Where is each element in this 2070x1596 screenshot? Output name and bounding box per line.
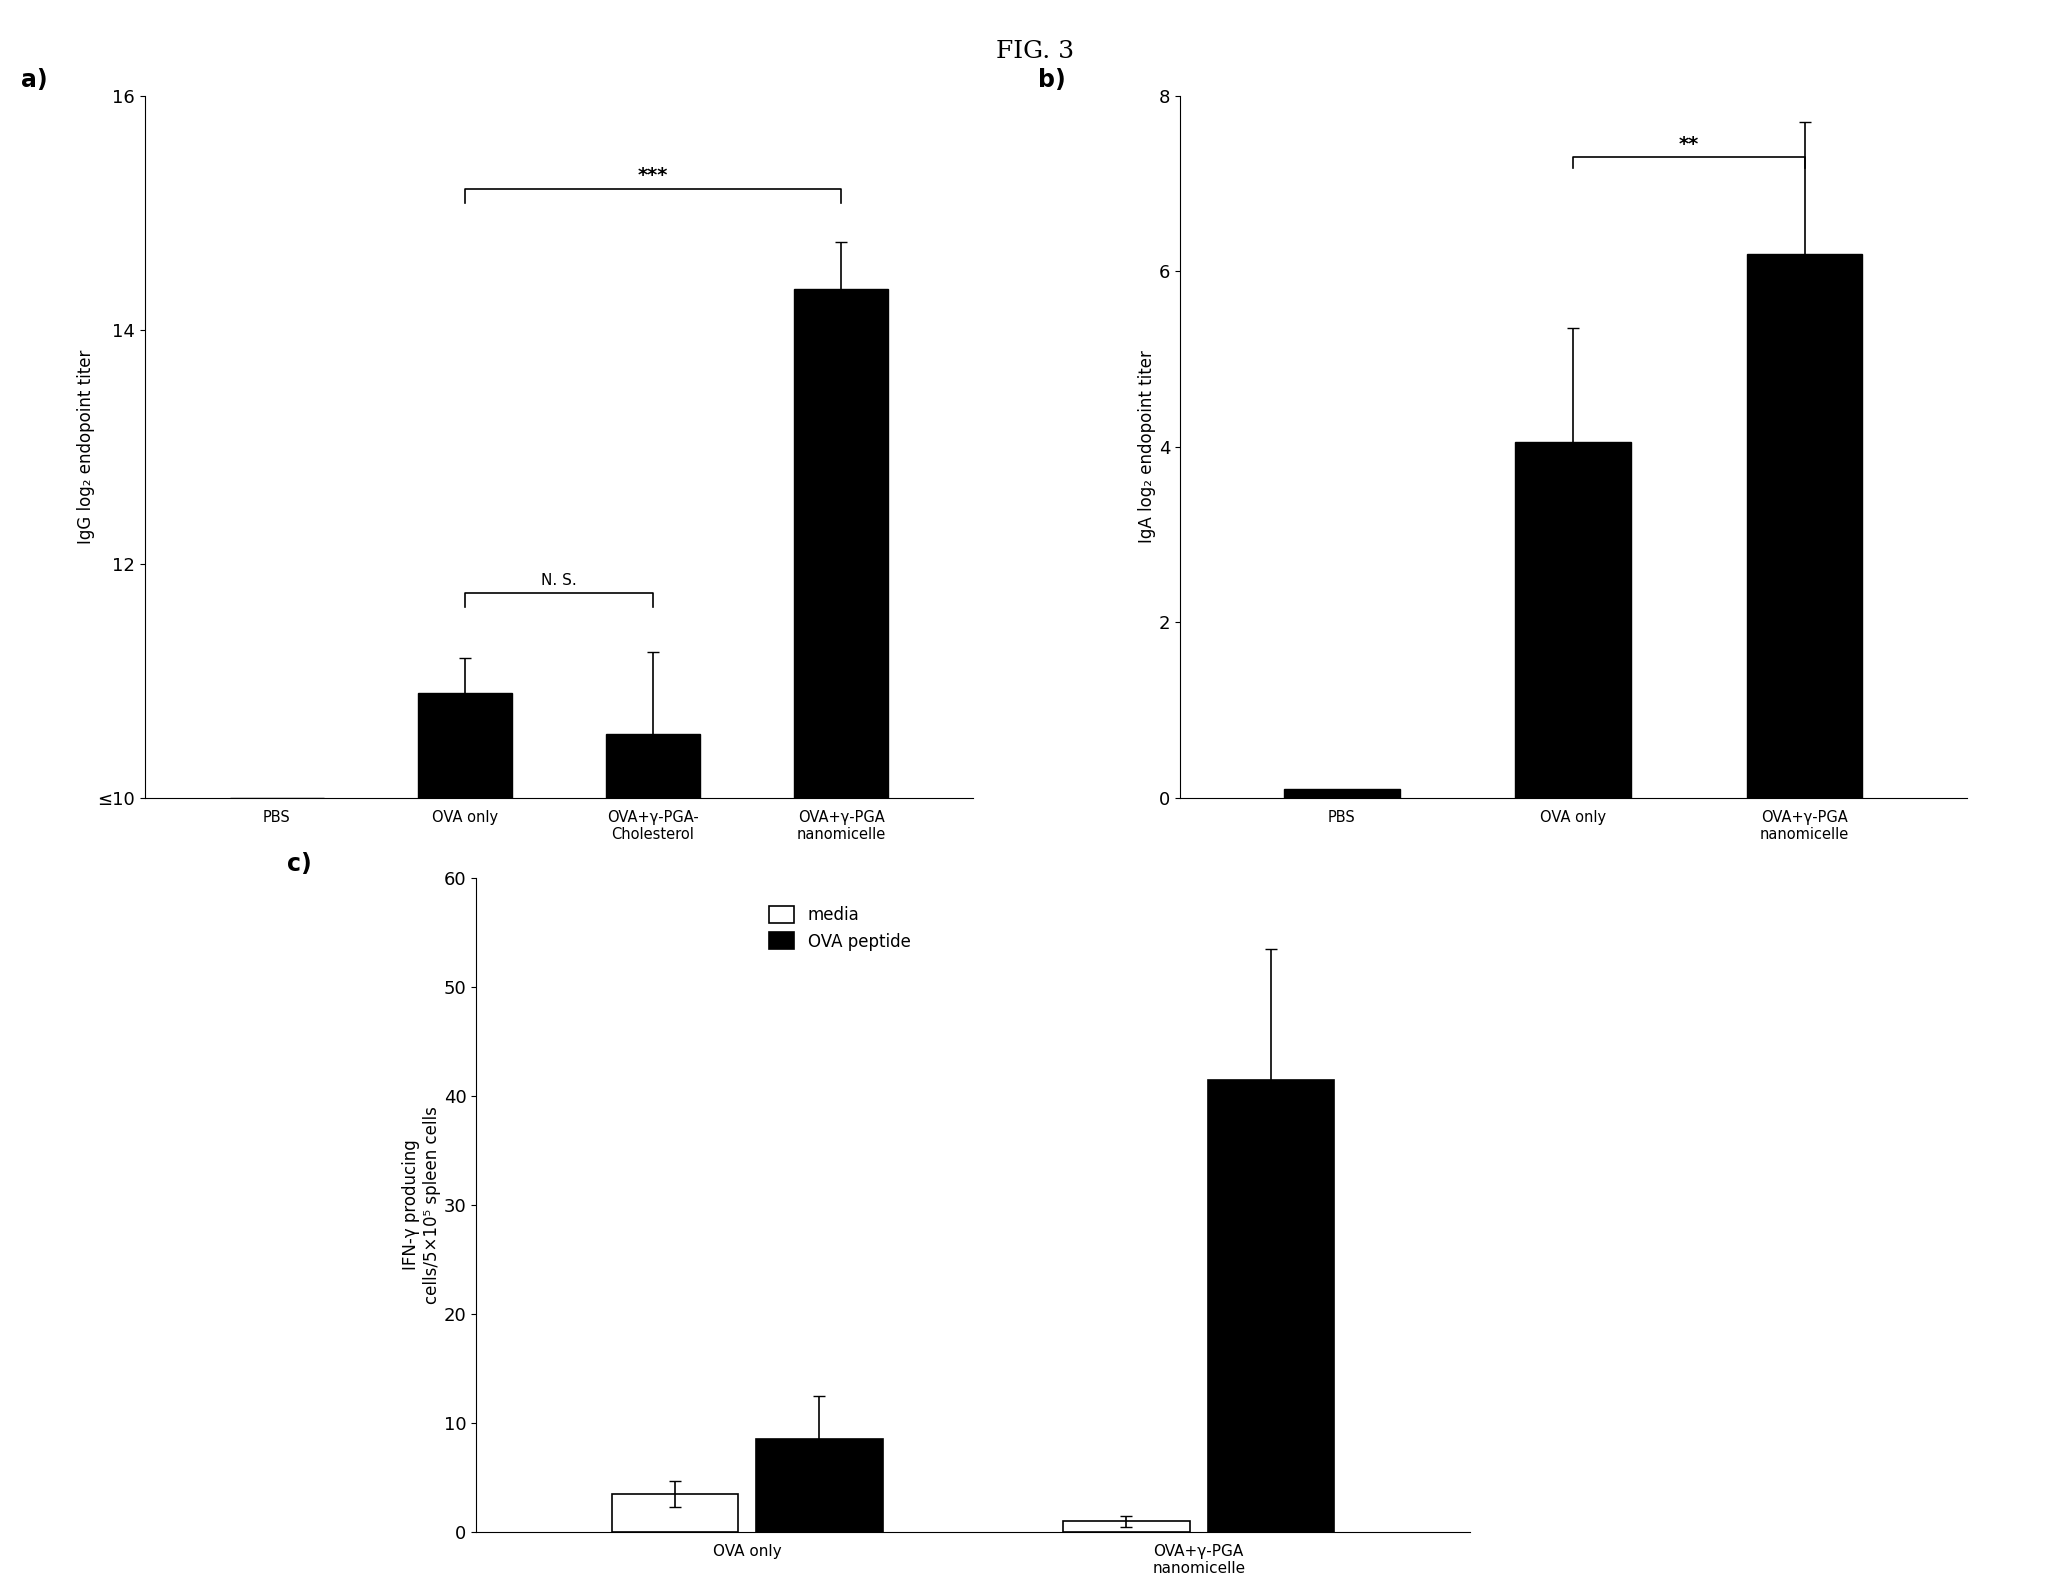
Legend: media, OVA peptide: media, OVA peptide (762, 899, 917, 958)
Bar (1207, 1079, 1335, 1532)
Text: N. S.: N. S. (540, 573, 578, 589)
Bar (756, 1440, 882, 1532)
Bar (607, 734, 700, 798)
Text: ***: *** (638, 166, 669, 185)
Text: **: ** (1679, 134, 1699, 153)
Bar (418, 693, 511, 798)
Bar (1283, 790, 1399, 798)
Bar (1515, 442, 1631, 798)
Bar (611, 1494, 739, 1532)
Y-axis label: IFN-γ producing
cells/5×10⁵ spleen cells: IFN-γ producing cells/5×10⁵ spleen cells (402, 1106, 441, 1304)
Bar (795, 289, 888, 798)
Text: b): b) (1039, 67, 1066, 91)
Text: a): a) (21, 67, 48, 91)
Bar (1064, 1521, 1190, 1532)
Y-axis label: IgG log₂ endopoint titer: IgG log₂ endopoint titer (77, 350, 95, 544)
Y-axis label: IgA log₂ endopoint titer: IgA log₂ endopoint titer (1138, 351, 1155, 543)
Bar (1747, 254, 1863, 798)
Text: c): c) (288, 852, 313, 876)
Text: FIG. 3: FIG. 3 (996, 40, 1074, 62)
